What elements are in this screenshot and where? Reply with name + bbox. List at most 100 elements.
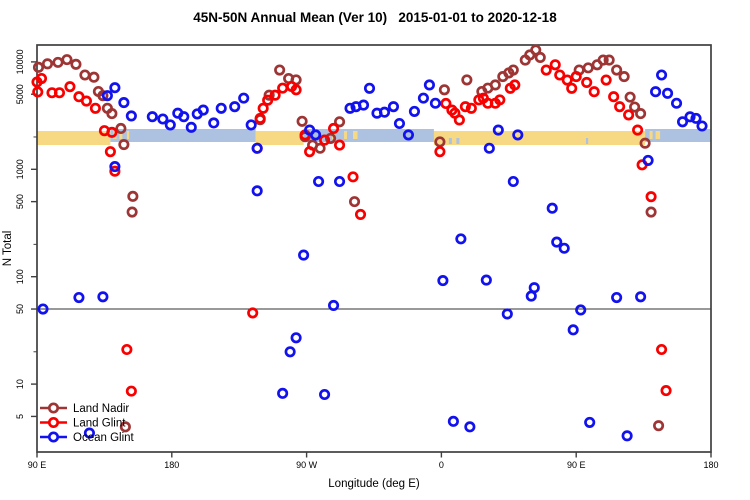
- data-point-land-nadir: [434, 136, 446, 148]
- data-point-ocean-glint: [298, 249, 310, 261]
- data-point-land-glint: [600, 74, 612, 86]
- data-point-land-nadir: [88, 71, 100, 83]
- data-point-ocean-glint: [109, 82, 121, 94]
- y-tick-label: 10000: [15, 49, 25, 74]
- data-point-ocean-glint: [101, 90, 113, 102]
- data-point-land-glint: [660, 385, 672, 397]
- data-point-land-glint: [104, 146, 116, 158]
- legend-marker: [47, 416, 60, 429]
- data-point-ocean-glint: [83, 427, 95, 439]
- map-strip-island-speck: [344, 131, 348, 139]
- data-point-land-glint: [540, 64, 552, 76]
- data-point-land-nadir: [115, 122, 127, 135]
- data-point-ocean-glint: [558, 242, 570, 254]
- data-point-land-nadir: [61, 54, 73, 66]
- data-point-land-nadir: [629, 101, 641, 113]
- data-point-ocean-glint: [501, 308, 513, 320]
- map-strip-island-speck: [353, 131, 358, 139]
- y-tick-label: 5000: [15, 84, 25, 104]
- data-point-land-nadir: [461, 74, 473, 86]
- data-point-ocean-glint: [621, 430, 633, 442]
- data-point-land-nadir: [645, 206, 657, 218]
- data-point-ocean-glint: [157, 113, 169, 125]
- data-point-ocean-glint: [656, 69, 668, 81]
- data-point-ocean-glint: [344, 102, 356, 114]
- data-point-land-glint: [328, 122, 340, 135]
- data-point-land-nadir: [52, 56, 64, 68]
- data-point-land-glint: [89, 102, 101, 114]
- legend-marker: [47, 402, 60, 414]
- data-point-land-glint: [440, 97, 452, 110]
- data-point-ocean-glint: [251, 142, 263, 154]
- data-point-land-glint: [277, 82, 289, 94]
- data-point-ocean-glint: [676, 116, 689, 128]
- data-point-ocean-glint: [310, 129, 322, 141]
- data-point-land-glint: [32, 86, 44, 98]
- data-point-land-nadir: [635, 108, 647, 120]
- data-point-land-glint: [570, 71, 582, 83]
- data-point-ocean-glint: [662, 87, 674, 99]
- data-point-land-glint: [566, 82, 578, 94]
- data-point-land-nadir: [603, 54, 615, 66]
- data-point-ocean-glint: [423, 79, 435, 91]
- data-point-ocean-glint: [464, 421, 476, 433]
- map-strip-island-speck: [119, 131, 123, 139]
- data-point-land-nadir: [438, 84, 450, 96]
- data-point-ocean-glint: [480, 274, 492, 286]
- data-point-land-glint: [645, 191, 657, 203]
- data-point-ocean-glint: [357, 99, 370, 111]
- data-point-land-glint: [257, 102, 269, 114]
- data-point-land-glint: [459, 101, 471, 113]
- data-point-land-nadir: [334, 116, 346, 128]
- data-point-land-glint: [434, 146, 446, 158]
- data-point-ocean-glint: [178, 111, 190, 123]
- data-point-land-glint: [304, 146, 316, 158]
- data-point-ocean-glint: [185, 121, 197, 133]
- data-point-ocean-glint: [313, 175, 325, 188]
- data-point-land-nadir: [296, 115, 308, 127]
- data-point-land-nadir: [314, 142, 326, 154]
- data-point-land-glint: [334, 139, 346, 151]
- data-point-ocean-glint: [507, 175, 519, 188]
- data-point-ocean-glint: [319, 388, 331, 401]
- data-point-land-glint: [247, 307, 259, 319]
- data-point-land-glint: [614, 101, 626, 113]
- data-point-land-glint: [354, 208, 367, 220]
- legend-marker: [47, 431, 60, 443]
- data-point-land-glint: [269, 89, 281, 101]
- data-point-land-glint: [121, 343, 133, 356]
- data-point-land-glint: [80, 95, 92, 107]
- chart-title: 45N-50N Annual Mean (Ver 10) 2015-01-01 …: [193, 10, 557, 25]
- data-point-land-nadir: [618, 71, 630, 83]
- data-point-land-glint: [125, 385, 137, 397]
- data-point-land-glint: [347, 171, 359, 183]
- data-point-ocean-glint: [447, 415, 459, 427]
- data-point-land-nadir: [70, 58, 82, 70]
- data-point-land-glint: [581, 76, 593, 88]
- x-tick-label: 90 W: [296, 460, 318, 470]
- data-point-land-glint: [632, 124, 644, 136]
- data-point-ocean-glint: [328, 299, 340, 311]
- data-point-ocean-glint: [408, 105, 420, 117]
- data-point-land-glint: [53, 87, 66, 99]
- y-tick-label: 50: [15, 304, 25, 314]
- x-axis-label: Longitude (deg E): [328, 478, 420, 490]
- data-point-land-nadir: [624, 91, 636, 103]
- x-tick-label: 0: [439, 460, 444, 470]
- map-strip-island-speck: [126, 131, 130, 139]
- data-point-ocean-glint: [546, 202, 558, 214]
- data-point-ocean-glint: [277, 387, 289, 399]
- data-point-ocean-glint: [635, 291, 647, 303]
- data-point-ocean-glint: [690, 112, 702, 124]
- data-point-land-nadir: [263, 89, 275, 101]
- y-tick-label: 5: [15, 414, 25, 419]
- data-point-land-glint: [656, 343, 668, 356]
- map-strip-water-speck: [456, 138, 460, 144]
- data-point-ocean-glint: [402, 129, 414, 141]
- data-point-ocean-glint: [251, 185, 263, 197]
- map-strip-island-speck: [649, 131, 653, 139]
- y-tick-label: 10: [15, 379, 25, 389]
- legend-label: Land Glint: [73, 418, 126, 430]
